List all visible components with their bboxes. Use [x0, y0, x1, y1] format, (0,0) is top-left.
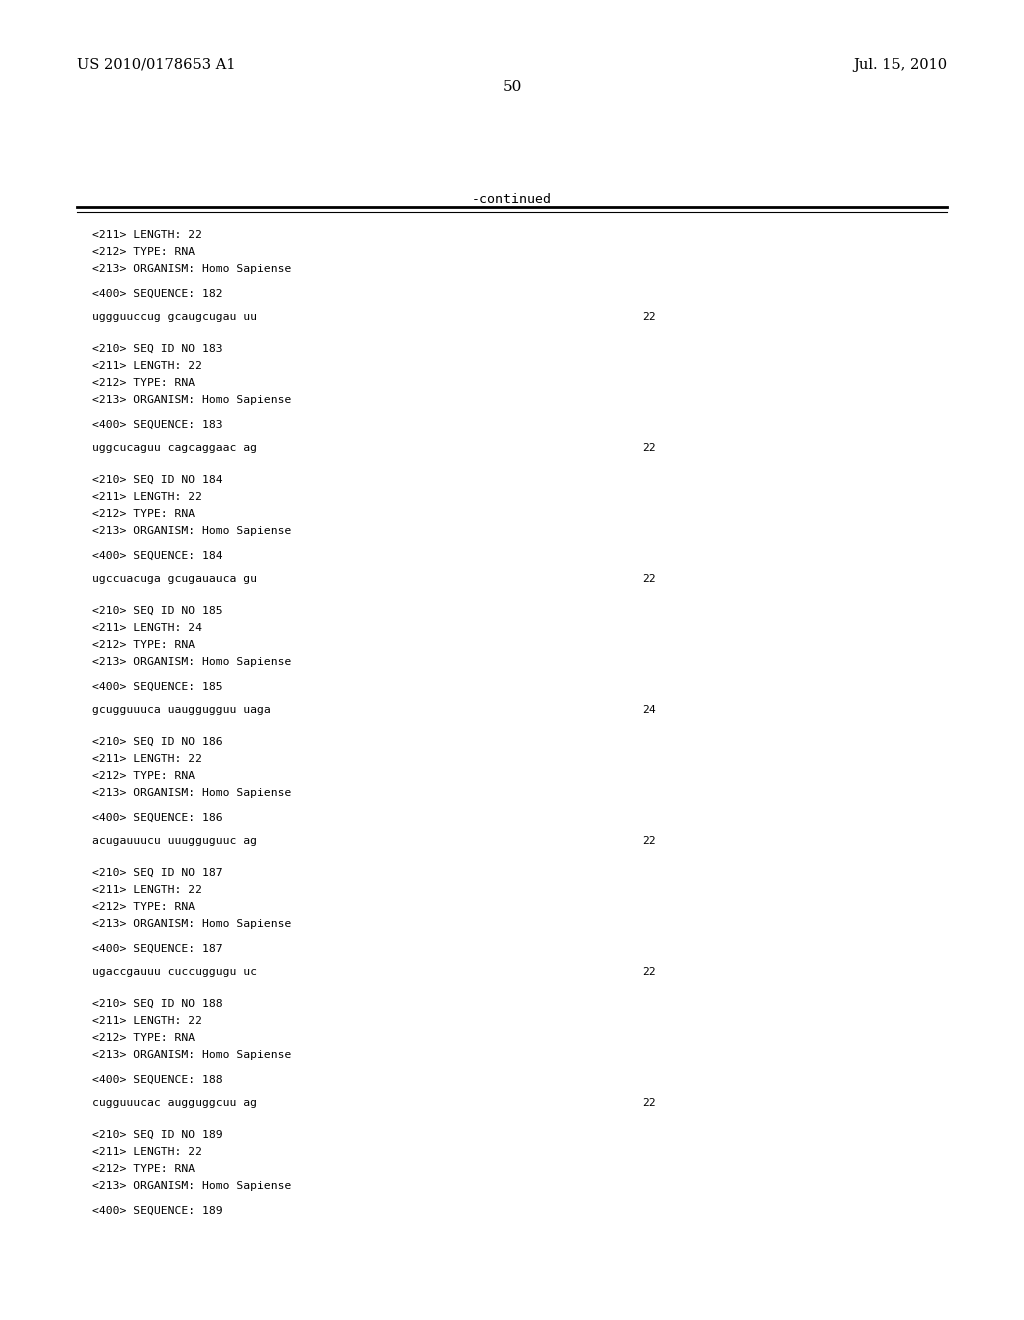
Text: 22: 22 — [642, 444, 655, 453]
Text: uggcucaguu cagcaggaac ag: uggcucaguu cagcaggaac ag — [92, 444, 257, 453]
Text: <211> LENGTH: 22: <211> LENGTH: 22 — [92, 1016, 202, 1026]
Text: US 2010/0178653 A1: US 2010/0178653 A1 — [77, 58, 236, 73]
Text: <400> SEQUENCE: 186: <400> SEQUENCE: 186 — [92, 813, 223, 822]
Text: acugauuucu uuugguguuc ag: acugauuucu uuugguguuc ag — [92, 836, 257, 846]
Text: <210> SEQ ID NO 188: <210> SEQ ID NO 188 — [92, 999, 223, 1008]
Text: <212> TYPE: RNA: <212> TYPE: RNA — [92, 1164, 196, 1173]
Text: 22: 22 — [642, 312, 655, 322]
Text: <212> TYPE: RNA: <212> TYPE: RNA — [92, 247, 196, 257]
Text: <400> SEQUENCE: 185: <400> SEQUENCE: 185 — [92, 682, 223, 692]
Text: cugguuucac augguggcuu ag: cugguuucac augguggcuu ag — [92, 1098, 257, 1107]
Text: <212> TYPE: RNA: <212> TYPE: RNA — [92, 771, 196, 781]
Text: <213> ORGANISM: Homo Sapiense: <213> ORGANISM: Homo Sapiense — [92, 919, 292, 929]
Text: -continued: -continued — [472, 193, 552, 206]
Text: <211> LENGTH: 22: <211> LENGTH: 22 — [92, 1147, 202, 1158]
Text: <400> SEQUENCE: 189: <400> SEQUENCE: 189 — [92, 1206, 223, 1216]
Text: <213> ORGANISM: Homo Sapiense: <213> ORGANISM: Homo Sapiense — [92, 1049, 292, 1060]
Text: ugaccgauuu cuccuggugu uc: ugaccgauuu cuccuggugu uc — [92, 968, 257, 977]
Text: <213> ORGANISM: Homo Sapiense: <213> ORGANISM: Homo Sapiense — [92, 1181, 292, 1191]
Text: 50: 50 — [503, 81, 521, 94]
Text: gcugguuuca uauggugguu uaga: gcugguuuca uauggugguu uaga — [92, 705, 271, 715]
Text: <213> ORGANISM: Homo Sapiense: <213> ORGANISM: Homo Sapiense — [92, 264, 292, 275]
Text: <213> ORGANISM: Homo Sapiense: <213> ORGANISM: Homo Sapiense — [92, 525, 292, 536]
Text: <400> SEQUENCE: 187: <400> SEQUENCE: 187 — [92, 944, 223, 954]
Text: <213> ORGANISM: Homo Sapiense: <213> ORGANISM: Homo Sapiense — [92, 395, 292, 405]
Text: <210> SEQ ID NO 187: <210> SEQ ID NO 187 — [92, 869, 223, 878]
Text: uggguuccug gcaugcugau uu: uggguuccug gcaugcugau uu — [92, 312, 257, 322]
Text: <212> TYPE: RNA: <212> TYPE: RNA — [92, 902, 196, 912]
Text: <211> LENGTH: 22: <211> LENGTH: 22 — [92, 492, 202, 502]
Text: <212> TYPE: RNA: <212> TYPE: RNA — [92, 378, 196, 388]
Text: <212> TYPE: RNA: <212> TYPE: RNA — [92, 510, 196, 519]
Text: <210> SEQ ID NO 186: <210> SEQ ID NO 186 — [92, 737, 223, 747]
Text: <213> ORGANISM: Homo Sapiense: <213> ORGANISM: Homo Sapiense — [92, 657, 292, 667]
Text: 22: 22 — [642, 968, 655, 977]
Text: <210> SEQ ID NO 185: <210> SEQ ID NO 185 — [92, 606, 223, 616]
Text: ugccuacuga gcugauauca gu: ugccuacuga gcugauauca gu — [92, 574, 257, 583]
Text: 22: 22 — [642, 574, 655, 583]
Text: <212> TYPE: RNA: <212> TYPE: RNA — [92, 1034, 196, 1043]
Text: 22: 22 — [642, 836, 655, 846]
Text: <400> SEQUENCE: 182: <400> SEQUENCE: 182 — [92, 289, 223, 300]
Text: <211> LENGTH: 22: <211> LENGTH: 22 — [92, 230, 202, 240]
Text: 22: 22 — [642, 1098, 655, 1107]
Text: <210> SEQ ID NO 183: <210> SEQ ID NO 183 — [92, 345, 223, 354]
Text: 24: 24 — [642, 705, 655, 715]
Text: <212> TYPE: RNA: <212> TYPE: RNA — [92, 640, 196, 649]
Text: <400> SEQUENCE: 188: <400> SEQUENCE: 188 — [92, 1074, 223, 1085]
Text: <210> SEQ ID NO 184: <210> SEQ ID NO 184 — [92, 475, 223, 484]
Text: <400> SEQUENCE: 183: <400> SEQUENCE: 183 — [92, 420, 223, 430]
Text: <211> LENGTH: 22: <211> LENGTH: 22 — [92, 884, 202, 895]
Text: <210> SEQ ID NO 189: <210> SEQ ID NO 189 — [92, 1130, 223, 1140]
Text: Jul. 15, 2010: Jul. 15, 2010 — [853, 58, 947, 73]
Text: <211> LENGTH: 22: <211> LENGTH: 22 — [92, 754, 202, 764]
Text: <400> SEQUENCE: 184: <400> SEQUENCE: 184 — [92, 550, 223, 561]
Text: <211> LENGTH: 24: <211> LENGTH: 24 — [92, 623, 202, 634]
Text: <213> ORGANISM: Homo Sapiense: <213> ORGANISM: Homo Sapiense — [92, 788, 292, 799]
Text: <211> LENGTH: 22: <211> LENGTH: 22 — [92, 360, 202, 371]
